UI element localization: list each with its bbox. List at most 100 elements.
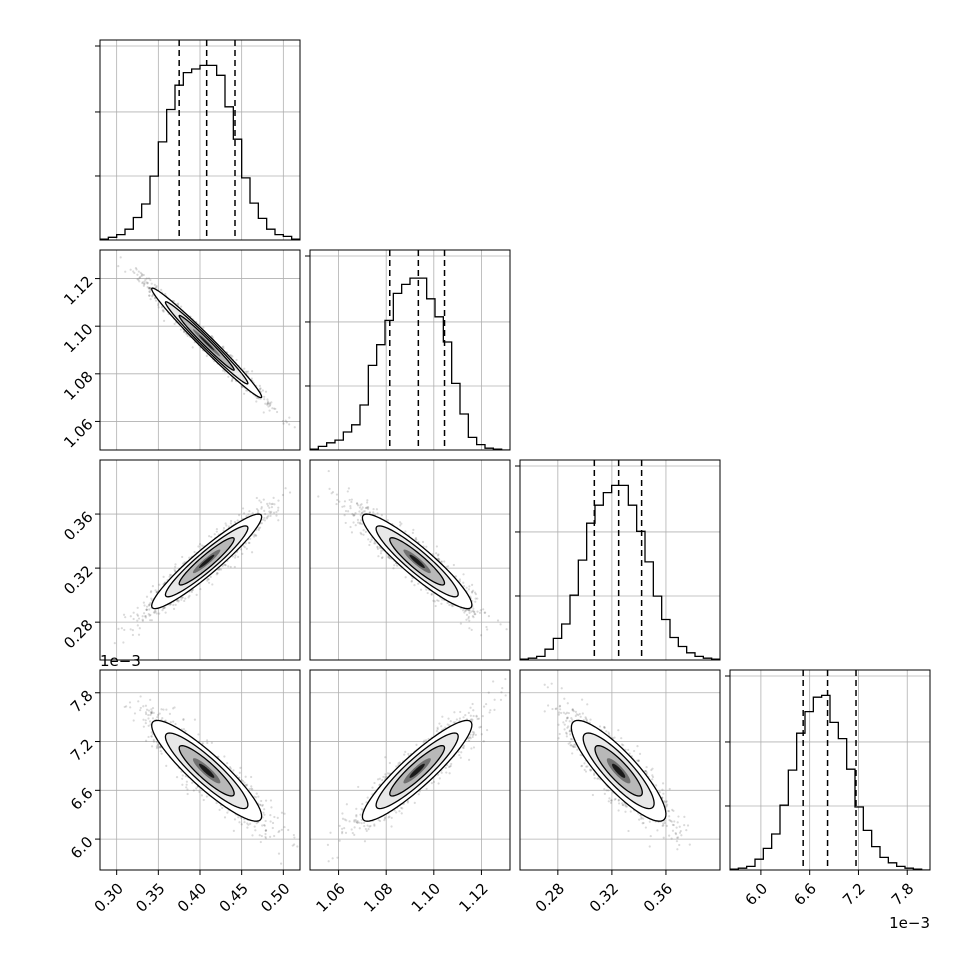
sample-point (145, 281, 148, 284)
sample-point (450, 762, 453, 766)
sample-point (345, 819, 348, 822)
sample-point (558, 704, 562, 707)
sample-point (481, 715, 484, 718)
sample-point (610, 799, 613, 802)
sample-point (461, 746, 465, 749)
density-content (117, 256, 296, 429)
sample-point (147, 604, 151, 607)
sample-point (258, 384, 262, 387)
sample-point (373, 542, 376, 545)
sample-point (280, 828, 283, 831)
sample-point (269, 820, 272, 823)
sample-point (435, 545, 438, 548)
sample-point (150, 619, 153, 622)
histogram-step (310, 277, 510, 450)
sample-point (217, 568, 220, 571)
sample-point (579, 715, 582, 718)
x-tick-label: 7.8 (888, 880, 918, 910)
sample-point (571, 708, 574, 711)
sample-point (569, 729, 572, 732)
sample-point (147, 287, 151, 290)
sample-point (482, 705, 486, 708)
sample-point (148, 286, 151, 290)
sample-point (410, 580, 413, 583)
sample-point (471, 734, 475, 737)
sample-point (338, 824, 341, 827)
density-panel-3-2 (519, 669, 721, 871)
sample-point (349, 506, 352, 510)
sample-point (264, 512, 267, 516)
sample-point (145, 739, 148, 742)
sample-point (274, 407, 277, 411)
sample-point (562, 721, 565, 724)
sample-point (543, 683, 546, 686)
sample-point (360, 508, 363, 511)
sample-point (147, 613, 150, 616)
sample-point (483, 611, 486, 614)
sample-point (378, 777, 381, 780)
sample-point (352, 521, 355, 524)
sample-point (363, 825, 366, 828)
sample-point (277, 519, 280, 522)
sample-point (344, 509, 348, 513)
y-tick-label: 1.08 (60, 368, 96, 404)
sample-point (565, 732, 568, 735)
sample-point (452, 604, 455, 607)
sample-point (492, 680, 495, 683)
sample-point (346, 490, 349, 493)
sample-point (414, 538, 417, 541)
sample-point (176, 599, 179, 602)
sample-point (638, 752, 642, 755)
sample-point (436, 599, 439, 602)
sample-point (655, 784, 658, 787)
sample-point (476, 610, 479, 613)
sample-point (459, 622, 463, 625)
sample-point (368, 511, 371, 514)
sample-point (153, 283, 156, 287)
sample-point (255, 507, 259, 511)
sample-point (384, 776, 387, 780)
sample-point (234, 554, 237, 557)
sample-point (128, 701, 132, 704)
sample-point (388, 815, 391, 818)
sample-point (454, 721, 457, 724)
contour-line-3 (570, 719, 667, 822)
sample-point (584, 717, 588, 720)
sample-point (367, 505, 370, 509)
sample-point (245, 783, 249, 786)
sample-point (403, 753, 406, 756)
sample-point (628, 752, 631, 755)
sample-point (277, 852, 281, 855)
sample-point (377, 818, 380, 822)
sample-point (607, 800, 610, 803)
sample-point (144, 616, 147, 619)
y-axis-3: 6.0 6.6 7.2 7.81e−3 (67, 652, 141, 863)
sample-point (469, 706, 472, 709)
sample-point (247, 541, 251, 544)
sample-point (136, 273, 139, 276)
sample-point (376, 512, 379, 515)
sample-point (242, 512, 246, 515)
sample-point (226, 762, 229, 765)
sample-point (174, 722, 177, 726)
sample-point (205, 739, 209, 742)
sample-point (149, 601, 152, 604)
sample-point (468, 609, 471, 612)
sample-point (620, 743, 624, 746)
sample-point (583, 768, 586, 771)
sample-point (642, 821, 645, 825)
sample-point (229, 767, 232, 770)
sample-point (472, 714, 475, 718)
sample-point (153, 297, 157, 300)
sample-point (262, 498, 265, 501)
panel-frame (729, 669, 931, 871)
sample-point (125, 705, 128, 708)
sample-point (650, 768, 653, 772)
sample-point (141, 274, 144, 277)
sample-point (467, 711, 470, 714)
sample-point (241, 779, 245, 783)
sample-point (358, 506, 362, 509)
contour-line-2 (375, 732, 459, 810)
sample-point (152, 711, 155, 714)
sample-point (250, 785, 253, 788)
